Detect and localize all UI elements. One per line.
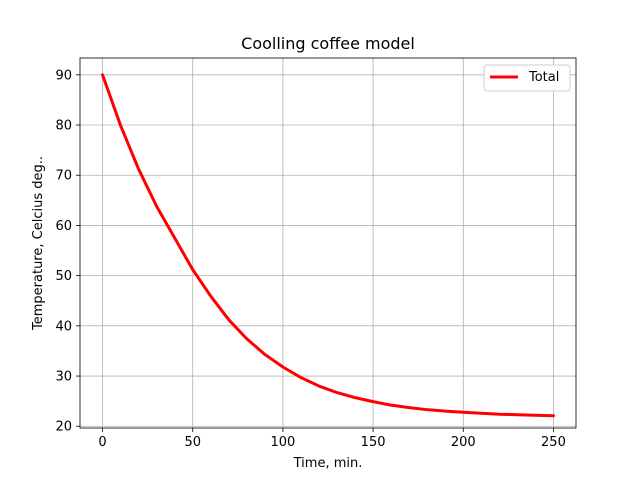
y-tick-label: 20 bbox=[55, 420, 72, 435]
x-tick-label: 50 bbox=[184, 435, 201, 450]
y-tick-label: 80 bbox=[55, 119, 72, 134]
x-tick-label: 100 bbox=[270, 435, 295, 450]
grid-lines bbox=[80, 58, 576, 428]
chart-title: Coolling coffee model bbox=[241, 34, 415, 53]
x-axis-label: Time, min. bbox=[293, 456, 363, 471]
y-axis-ticks: 20 30 40 50 60 70 80 90 bbox=[55, 68, 80, 435]
series-layer bbox=[101, 73, 555, 418]
x-tick-label: 200 bbox=[451, 435, 476, 450]
y-tick-label: 60 bbox=[55, 219, 72, 234]
y-tick-label: 50 bbox=[55, 269, 72, 284]
y-axis-label: Temperature, Celcius deg.. bbox=[31, 156, 46, 331]
y-tick-label: 70 bbox=[55, 169, 72, 184]
legend-label-total: Total bbox=[528, 70, 559, 85]
y-tick-label: 40 bbox=[55, 319, 72, 334]
x-tick-label: 250 bbox=[541, 435, 566, 450]
plot-frame bbox=[79, 57, 577, 429]
legend-box bbox=[483, 64, 571, 92]
y-tick-label: 90 bbox=[55, 68, 72, 83]
legend: Total bbox=[483, 64, 571, 92]
x-tick-label: 150 bbox=[361, 435, 386, 450]
x-tick-label: 0 bbox=[98, 435, 106, 450]
series-line-total bbox=[101, 73, 555, 418]
y-tick-label: 30 bbox=[55, 370, 72, 385]
x-axis-ticks: 0 50 100 150 200 250 bbox=[98, 428, 566, 450]
